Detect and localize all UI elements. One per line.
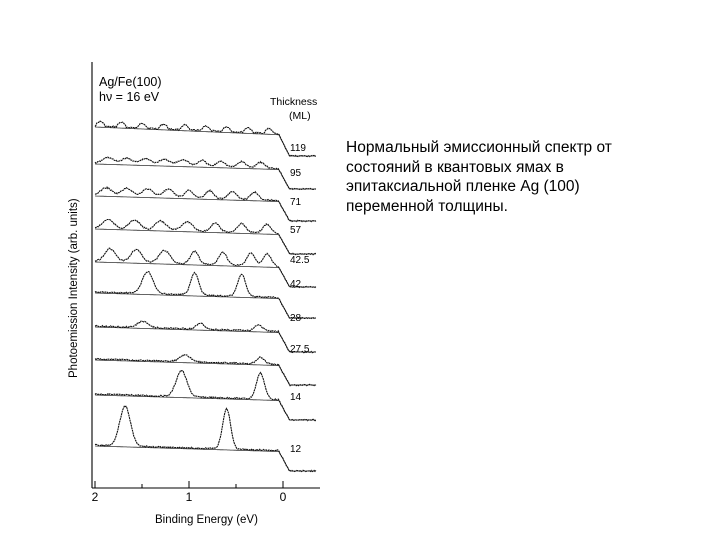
spectrum-curve-27.5 [94,354,317,387]
thickness-label-28: 28 [290,313,302,324]
background-fit-line [95,326,316,353]
spectrum-curve-42 [94,270,317,320]
spectrum-curve-95 [94,156,317,191]
thickness-label-12: 12 [290,444,302,455]
thickness-labels: 119 95 71 57 42.5 42 28 27.5 14 12 [290,143,310,455]
x-tick-marks [94,481,284,488]
x-tick-labels: 2 1 0 [92,490,287,504]
x-axis-label: Binding Energy (eV) [155,514,258,526]
background-fit-line [95,292,316,319]
background-fit-line [95,394,316,421]
thickness-label-27.5: 27.5 [290,344,310,355]
spectrum-curve-57 [94,218,316,256]
slide-caption: Нормальный эмиссионный спектр от состоян… [346,139,612,215]
series-header: Thickness [270,96,317,108]
x-tick-label: 1 [186,490,193,504]
x-tick-label: 0 [280,490,287,504]
plot-frame [91,62,320,489]
thickness-label-119: 119 [290,143,306,154]
chart-title-line-1: Ag/Fe(100) [99,75,162,89]
spectrum-curve-42.5 [94,247,317,289]
spectrum-curve-14 [94,369,316,422]
spectrum-curve-28 [94,320,317,354]
thickness-label-42: 42 [290,279,302,290]
series-header-unit: (ML) [289,110,311,122]
spectrum-curve-71 [94,186,317,223]
thickness-label-95: 95 [290,168,302,179]
x-tick-label: 2 [92,490,99,504]
thickness-label-71: 71 [290,197,302,208]
thickness-label-57: 57 [290,225,302,236]
spectra-curves [94,120,317,473]
y-axis-label: Photoemission Intensity (arb. units) [68,198,80,378]
thickness-label-42.5: 42.5 [290,255,310,266]
spectrum-curve-12 [94,404,317,473]
chart-title-line-2: hν = 16 eV [99,90,160,104]
thickness-label-14: 14 [290,392,302,403]
spectrum-curve-119 [94,120,316,158]
